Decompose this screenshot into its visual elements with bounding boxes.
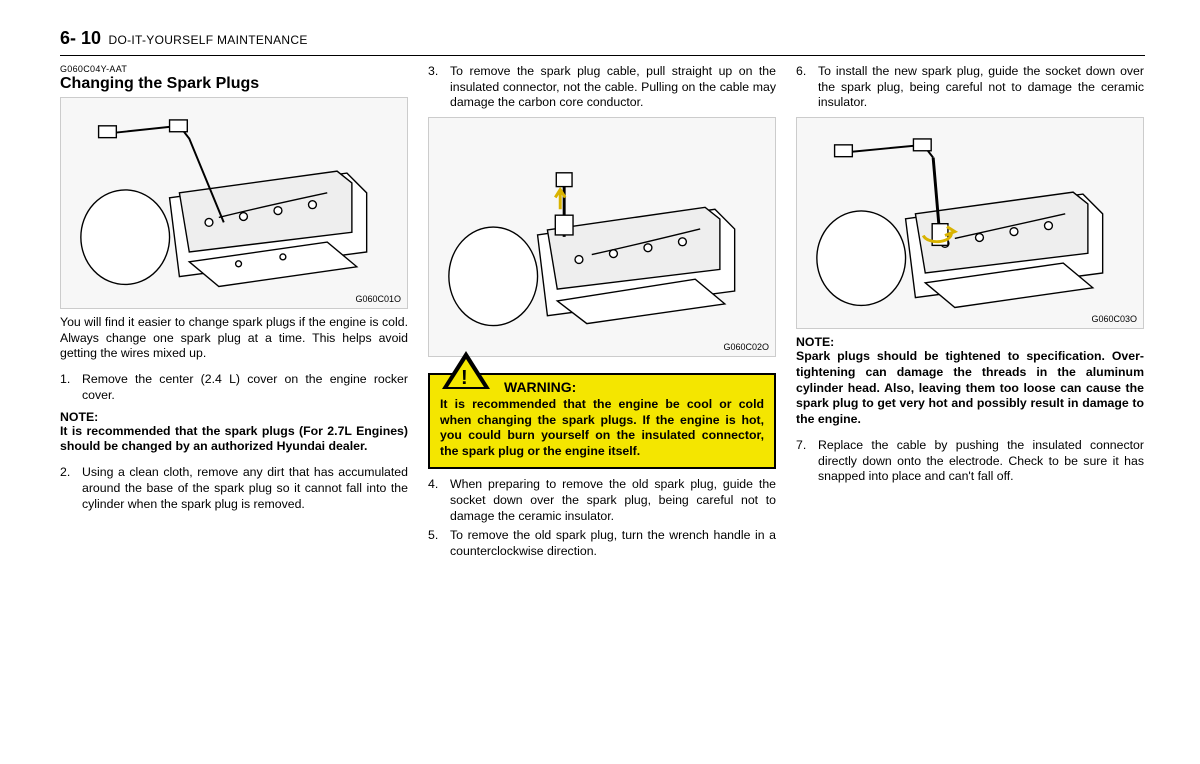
figure-2-label: G060C02O	[723, 342, 769, 352]
warning-title: WARNING:	[504, 379, 764, 395]
section-title: DO-IT-YOURSELF MAINTENANCE	[108, 33, 307, 47]
step-2-text: Using a clean cloth, remove any dirt tha…	[82, 465, 408, 510]
step-list-2: 2.Using a clean cloth, remove any dirt t…	[60, 465, 408, 512]
step-6: 6.To install the new spark plug, guide t…	[796, 64, 1144, 111]
note-heading-2: NOTE:	[796, 335, 1144, 349]
warning-exclaim-icon: !	[461, 367, 468, 390]
figure-3-label: G060C03O	[1091, 314, 1137, 324]
step-2: 2.Using a clean cloth, remove any dirt t…	[60, 465, 408, 512]
note-body-1: It is recommended that the spark plugs (…	[60, 424, 408, 455]
column-1: G060C04Y-AAT Changing the Spark Plugs	[60, 64, 408, 564]
page-number: 6- 10	[60, 28, 101, 49]
note-body-2: Spark plugs should be tightened to speci…	[796, 349, 1144, 428]
step-list-1: 1.Remove the center (2.4 L) cover on the…	[60, 372, 408, 403]
step-list-3: 3.To remove the spark plug cable, pull s…	[428, 64, 776, 111]
step-4-text: When preparing to remove the old spark p…	[450, 477, 776, 522]
intro-text: You will find it easier to change spark …	[60, 315, 408, 362]
figure-1: G060C01O	[60, 97, 408, 309]
engine-illustration-2	[439, 125, 764, 349]
step-list-5: 6.To install the new spark plug, guide t…	[796, 64, 1144, 111]
step-6-text: To install the new spark plug, guide the…	[818, 64, 1144, 109]
step-5: 5.To remove the old spark plug, turn the…	[428, 528, 776, 559]
header-rule	[60, 55, 1145, 56]
step-3-text: To remove the spark plug cable, pull str…	[450, 64, 776, 109]
step-3: 3.To remove the spark plug cable, pull s…	[428, 64, 776, 111]
figure-3: G060C03O	[796, 117, 1144, 329]
column-3: 6.To install the new spark plug, guide t…	[796, 64, 1144, 564]
step-7: 7.Replace the cable by pushing the insul…	[796, 438, 1144, 485]
engine-illustration-1	[71, 104, 396, 301]
procedure-heading: Changing the Spark Plugs	[60, 75, 408, 93]
manual-page: 6- 10 DO-IT-YOURSELF MAINTENANCE G060C04…	[0, 0, 1200, 764]
figure-1-label: G060C01O	[355, 294, 401, 304]
page-header: 6- 10 DO-IT-YOURSELF MAINTENANCE	[60, 28, 1145, 49]
step-1-text: Remove the center (2.4 L) cover on the e…	[82, 372, 408, 402]
column-2: 3.To remove the spark plug cable, pull s…	[428, 64, 776, 564]
warning-text: It is recommended that the engine be coo…	[440, 397, 764, 459]
warning-box: ! WARNING: It is recommended that the en…	[428, 373, 776, 469]
note-heading-1: NOTE:	[60, 410, 408, 424]
step-5-text: To remove the old spark plug, turn the w…	[450, 528, 776, 558]
step-7-text: Replace the cable by pushing the insulat…	[818, 438, 1144, 483]
engine-illustration-3	[807, 125, 1132, 322]
step-list-6: 7.Replace the cable by pushing the insul…	[796, 438, 1144, 485]
step-list-4: 4.When preparing to remove the old spark…	[428, 477, 776, 560]
procedure-code: G060C04Y-AAT	[60, 64, 408, 74]
figure-2: G060C02O	[428, 117, 776, 357]
step-4: 4.When preparing to remove the old spark…	[428, 477, 776, 524]
step-1: 1.Remove the center (2.4 L) cover on the…	[60, 372, 408, 403]
columns: G060C04Y-AAT Changing the Spark Plugs	[60, 64, 1145, 564]
